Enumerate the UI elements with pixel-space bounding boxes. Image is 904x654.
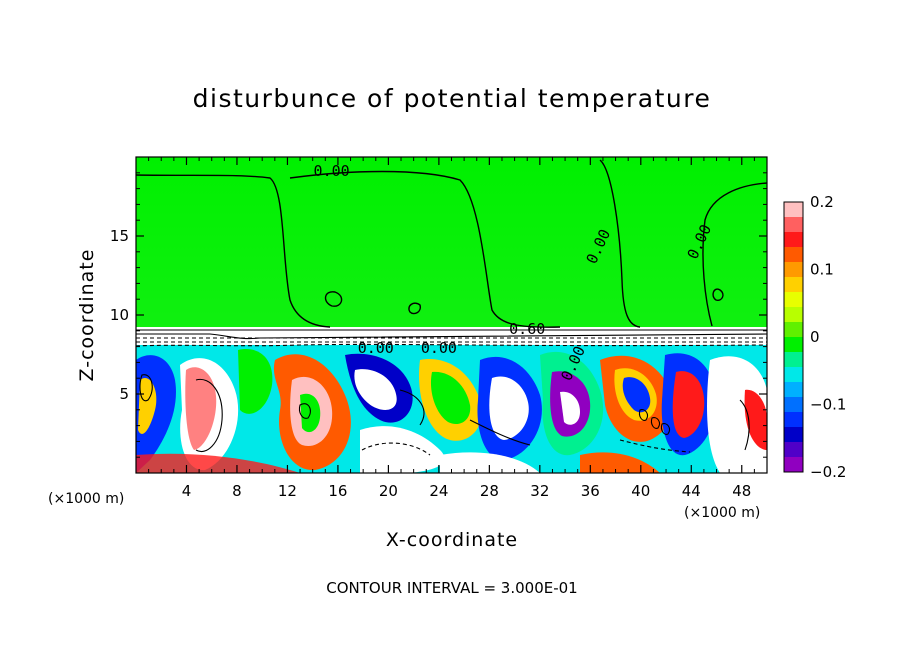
colorbar-tick-label: −0.1 (810, 396, 846, 414)
y-tick-label: 15 (110, 227, 129, 245)
x-left-unit-label: (×1000 m) (48, 491, 124, 507)
colorbar-segment (784, 307, 803, 323)
colorbar-segment (784, 412, 803, 428)
colorbar-segment (784, 277, 803, 293)
y-tick-label: 10 (110, 306, 129, 324)
turbulent-eddies (136, 349, 767, 473)
x-tick-label: 12 (278, 482, 297, 500)
x-axis-title: X-coordinate (386, 529, 518, 551)
colorbar-segment (784, 367, 803, 383)
y-tick-label: 5 (119, 385, 129, 403)
colorbar-segment (784, 202, 803, 218)
contour-label: 0.60 (509, 320, 545, 338)
colorbar-segment (784, 337, 803, 353)
x-tick-label: 44 (682, 482, 701, 500)
colorbar-segment (784, 352, 803, 368)
colorbar-segment (784, 322, 803, 338)
colorbar-frame (783, 201, 804, 473)
colorbar-segment (784, 457, 803, 473)
colorbar-segment (784, 427, 803, 443)
plot-area (136, 157, 767, 473)
chart-title: disturbunce of potential temperature (192, 84, 712, 113)
colorbar-tick-label: 0 (810, 328, 820, 346)
colorbar-ticks: 0.2 0.1 0 −0.1 −0.2 (810, 193, 846, 481)
contour-interval-note: CONTOUR INTERVAL = 3.000E-01 (326, 579, 577, 597)
colorbar-segment (784, 382, 803, 398)
x-tick-label: 16 (328, 482, 347, 500)
upper-layer-field (136, 157, 767, 327)
x-tick-label: 36 (581, 482, 600, 500)
colorbar-segment (784, 217, 803, 233)
colorbar-segment (784, 232, 803, 248)
inversion-contours (136, 329, 767, 347)
colorbar-segment (784, 292, 803, 308)
lower-contours (139, 374, 750, 456)
x-tick-label: 24 (429, 482, 448, 500)
x-tick-label: 32 (530, 482, 549, 500)
colorbar-tick-label: −0.2 (810, 463, 846, 481)
y-axis-title: Z-coordinate (76, 249, 98, 382)
y-axis: 5 10 15 (110, 172, 767, 458)
colorbar-segment (784, 442, 803, 458)
contour-label: 0.00 (358, 339, 394, 357)
upper-contours (136, 159, 767, 328)
x-tick-label: 4 (182, 482, 192, 500)
contour-label: 0.00 (421, 339, 457, 357)
x-axis: 4 8 12 16 20 24 28 32 36 40 44 48 (148, 157, 755, 500)
colorbar-segment (784, 262, 803, 278)
x-tick-label: 20 (379, 482, 398, 500)
colorbar (783, 201, 804, 473)
colorbar-segment (784, 247, 803, 263)
colorbar-tick-label: 0.1 (810, 261, 834, 279)
x-tick-label: 8 (232, 482, 242, 500)
contour-label: 0.00 (314, 162, 350, 180)
x-tick-label: 40 (631, 482, 650, 500)
x-tick-label: 28 (480, 482, 499, 500)
x-right-unit-label: (×1000 m) (684, 505, 760, 521)
colorbar-tick-label: 0.2 (810, 193, 834, 211)
x-tick-label: 48 (732, 482, 751, 500)
colorbar-segment (784, 397, 803, 413)
